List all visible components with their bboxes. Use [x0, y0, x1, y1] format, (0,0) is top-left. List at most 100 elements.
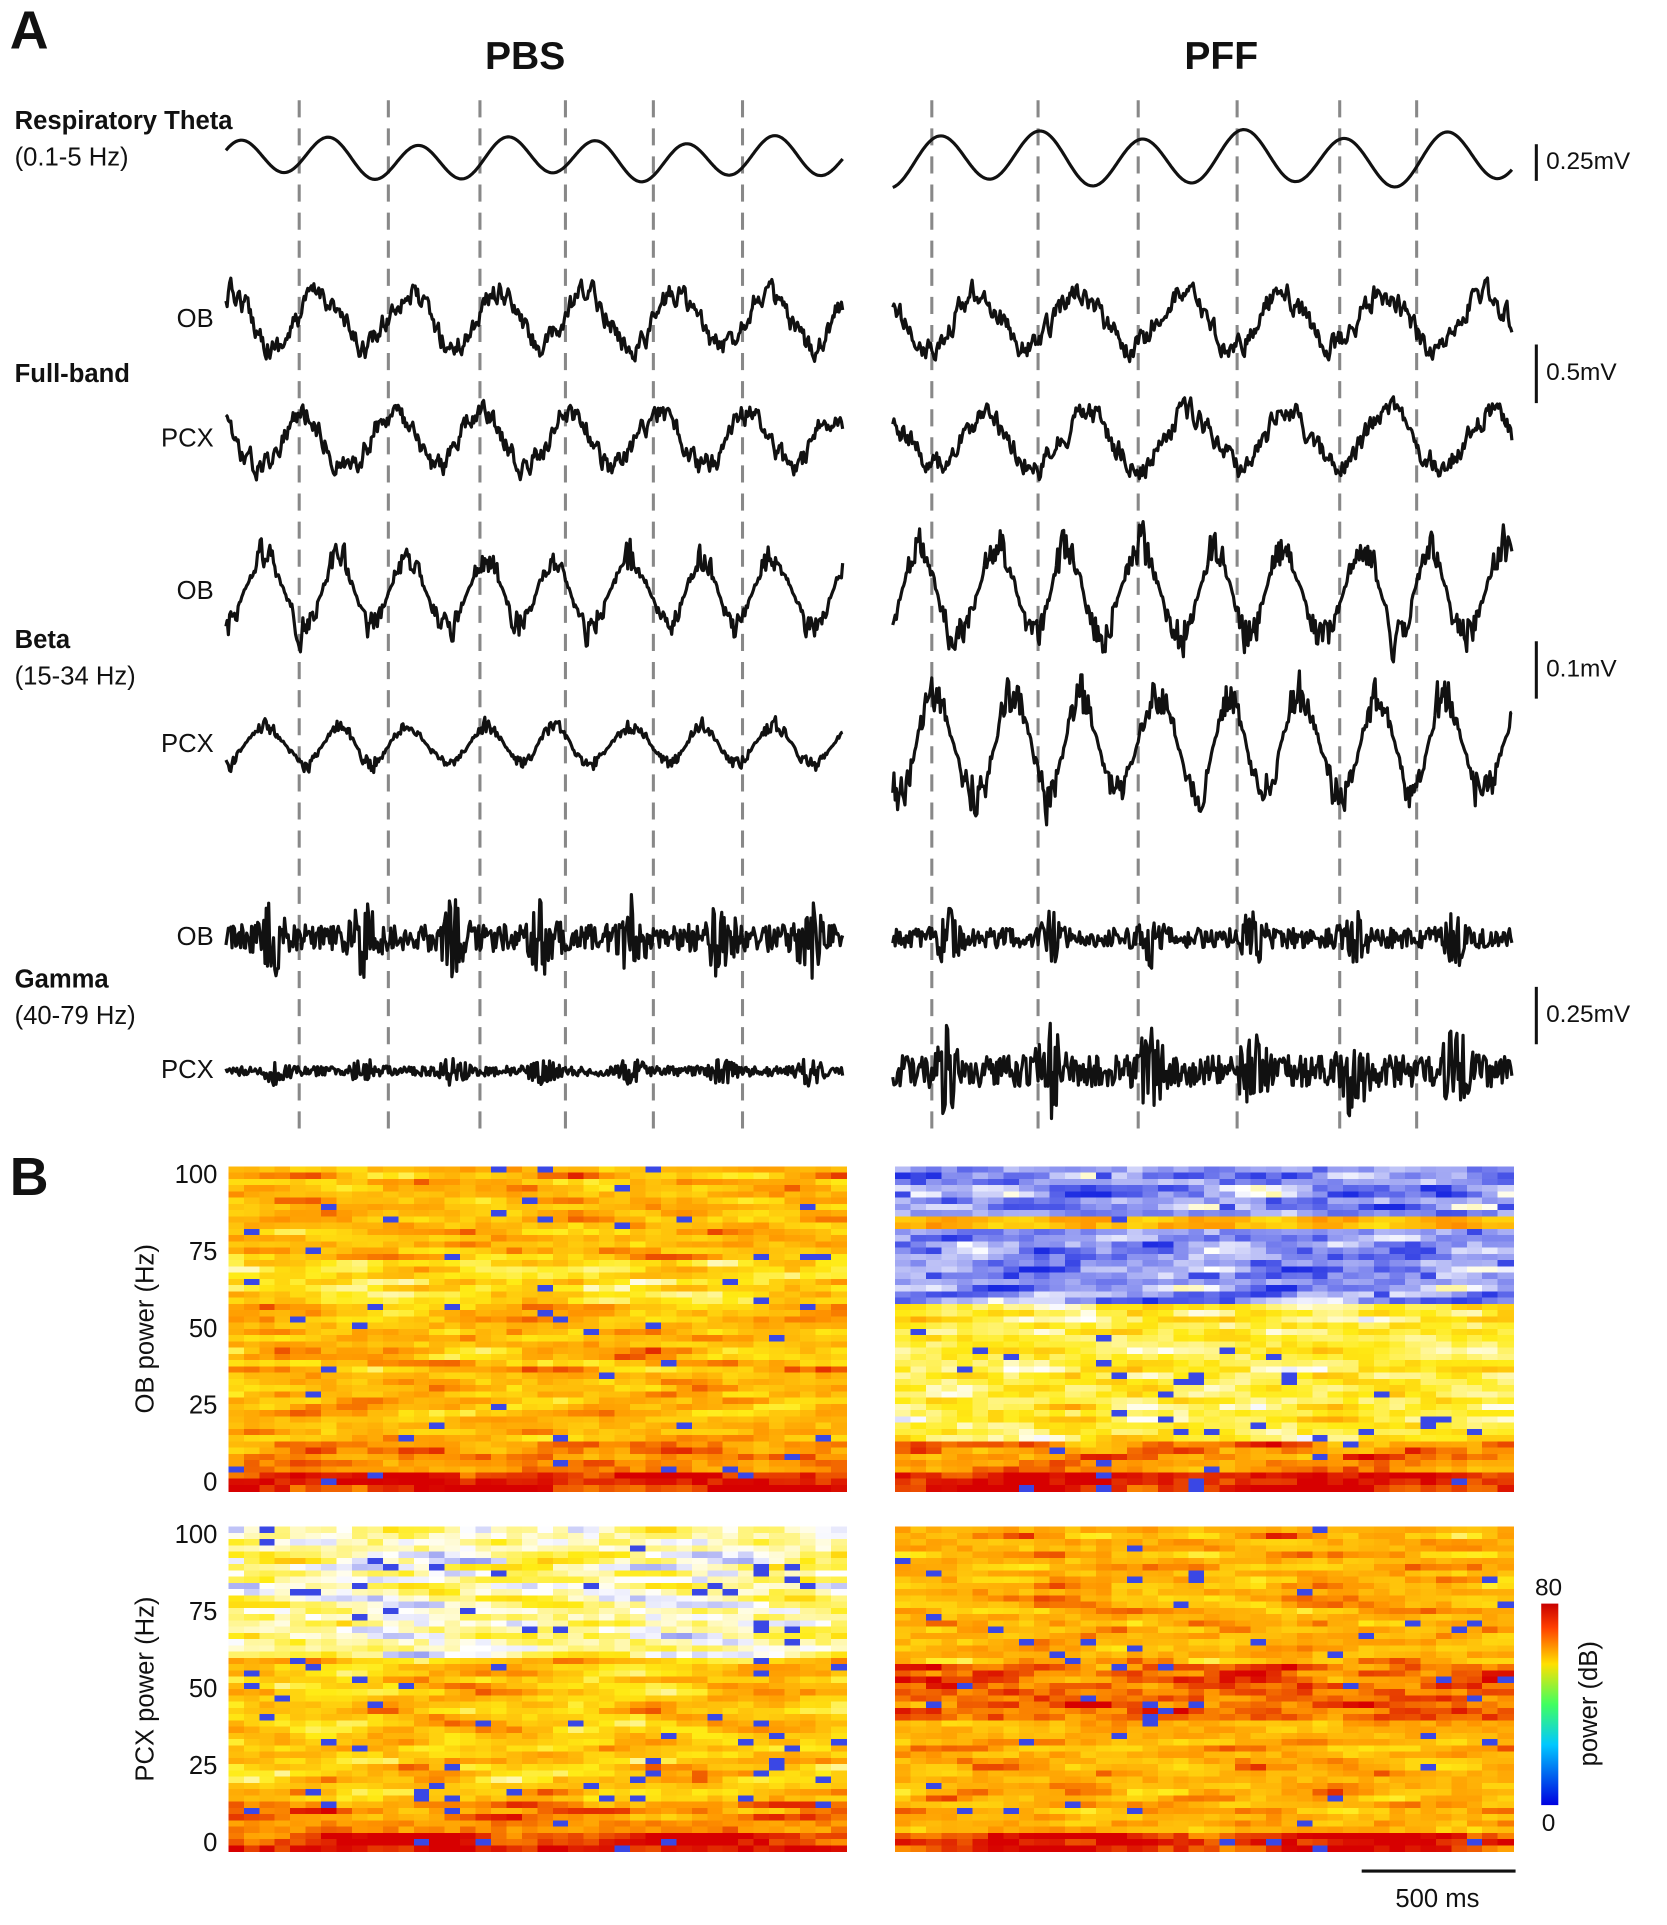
spectrogram-cell	[1158, 1204, 1174, 1211]
spectrogram-cell	[1405, 1360, 1421, 1367]
spectrogram-cell	[988, 1323, 1004, 1330]
spectrogram-cell	[645, 1404, 661, 1411]
spectrogram-cell	[1235, 1441, 1251, 1448]
spectrogram-cell	[321, 1435, 337, 1442]
spectrogram-cell	[1250, 1379, 1266, 1386]
spectrogram-cell	[707, 1527, 723, 1534]
spectrogram-cell	[1142, 1410, 1158, 1417]
spectrogram-cell	[1096, 1404, 1112, 1411]
spectrogram-cell	[306, 1198, 322, 1205]
spectrogram-cell	[352, 1279, 368, 1286]
spectrogram-cell	[988, 1404, 1004, 1411]
spectrogram-cell	[1343, 1179, 1359, 1186]
spectrogram-cell	[352, 1466, 368, 1473]
spectrogram-cell	[1111, 1335, 1127, 1342]
spectrogram-cell	[352, 1454, 368, 1461]
spectrogram-cell	[1158, 1191, 1174, 1198]
spectrogram-cell	[1359, 1223, 1375, 1230]
spectrogram-cell	[275, 1323, 291, 1330]
spectrogram-cell	[630, 1404, 646, 1411]
spectrogram-cell	[1359, 1479, 1375, 1486]
spectrogram-cell	[414, 1608, 430, 1615]
spectrogram-cell	[1451, 1341, 1467, 1348]
spectrogram-cell	[661, 1379, 677, 1386]
spectrogram-cell	[723, 1379, 739, 1386]
spectrogram-cell	[228, 1435, 244, 1442]
spectrogram-cell	[911, 1241, 927, 1248]
spectrogram-cell	[645, 1198, 661, 1205]
spectrogram-cell	[1189, 1235, 1205, 1242]
spectrogram-cell	[1127, 1185, 1143, 1192]
spectrogram-cell	[926, 1341, 942, 1348]
spectrogram-cell	[1328, 1379, 1344, 1386]
spectrogram-cell	[785, 1198, 801, 1205]
spectrogram-cell	[306, 1527, 322, 1534]
spectrogram-cell	[1390, 1329, 1406, 1336]
spectrogram-cell	[1003, 1429, 1019, 1436]
spectrogram-cell	[769, 1329, 785, 1336]
spectrogram-cell	[815, 1285, 831, 1292]
spectrogram-cell	[1034, 1291, 1050, 1298]
spectrogram-cell	[537, 1341, 553, 1348]
spectrogram-cell	[491, 1448, 507, 1455]
spectrogram-cell	[692, 1304, 708, 1311]
spectrogram-cell	[815, 1223, 831, 1230]
spectrogram-cell	[645, 1179, 661, 1186]
spectrogram-cell	[553, 1466, 569, 1473]
spectrogram-cell	[707, 1633, 723, 1640]
spectrogram-cell	[1142, 1466, 1158, 1473]
spectrogram-cell	[738, 1223, 754, 1230]
spectrogram-cell	[1096, 1323, 1112, 1330]
spectrogram-cell	[568, 1570, 584, 1577]
spectrogram-cell	[1482, 1210, 1498, 1217]
spectrogram-cell	[476, 1291, 492, 1298]
spectrogram-cell	[259, 1539, 275, 1546]
spectrogram-cell	[383, 1479, 399, 1486]
spectrogram-cell	[692, 1354, 708, 1361]
spectrogram-cell	[321, 1423, 337, 1430]
spectrogram-cell	[1436, 1329, 1452, 1336]
spectrogram-cell	[352, 1329, 368, 1336]
spectrogram-cell	[1050, 1485, 1066, 1492]
spectrogram-cell	[290, 1539, 306, 1546]
spectrogram-cell	[491, 1329, 507, 1336]
spectrogram-cell	[306, 1335, 322, 1342]
spectrogram-cell	[244, 1527, 260, 1534]
spectrogram-cell	[429, 1204, 445, 1211]
spectrogram-cell	[769, 1423, 785, 1430]
spectrogram-cell	[1204, 1291, 1220, 1298]
spectrogram-cell	[1328, 1273, 1344, 1280]
spectrogram-cell	[676, 1191, 692, 1198]
spectrogram-cell	[1050, 1348, 1066, 1355]
spectrogram-cell	[895, 1204, 911, 1211]
spectrogram-cell	[445, 1298, 461, 1305]
spectrogram-cell	[306, 1614, 322, 1621]
spectrogram-cell	[568, 1533, 584, 1540]
spectrogram-cell	[352, 1223, 368, 1230]
spectrogram-cell	[568, 1198, 584, 1205]
spectrogram-cell	[414, 1316, 430, 1323]
spectrogram-cell	[692, 1204, 708, 1211]
spectrogram-cell	[244, 1448, 260, 1455]
spectrogram-cell	[800, 1435, 816, 1442]
spectrogram-cell	[522, 1435, 538, 1442]
spectrogram-cell	[553, 1416, 569, 1423]
spectrogram-cell	[228, 1291, 244, 1298]
spectrogram-cell	[630, 1533, 646, 1540]
spectrogram-cell	[676, 1454, 692, 1461]
spectrogram-cell	[815, 1602, 831, 1609]
spectrogram-cell	[1343, 1266, 1359, 1273]
spectrogram-cell	[445, 1595, 461, 1602]
spectrogram-cell	[445, 1366, 461, 1373]
spectrogram-cell	[367, 1448, 383, 1455]
spectrogram-cell	[615, 1310, 631, 1317]
spectrogram-cell	[1220, 1248, 1236, 1255]
spectrogram-cell	[769, 1366, 785, 1373]
spectrogram-cell	[1297, 1472, 1313, 1479]
spectrogram-cell	[1034, 1485, 1050, 1492]
spectrogram-cell	[1158, 1423, 1174, 1430]
spectrogram-cell	[491, 1460, 507, 1467]
spectrogram-cell	[1436, 1298, 1452, 1305]
spectrogram-cell	[1158, 1335, 1174, 1342]
spectrogram-cell	[275, 1552, 291, 1559]
